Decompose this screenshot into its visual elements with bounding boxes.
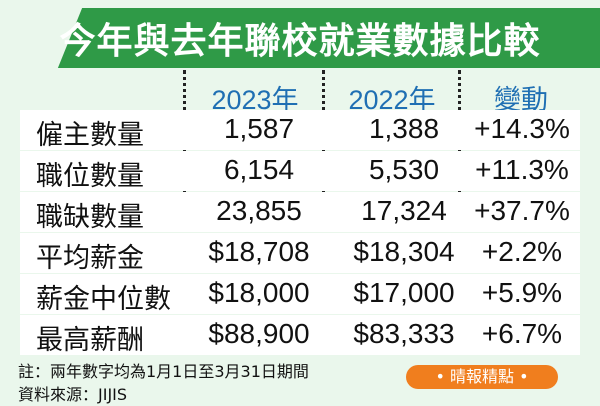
row-label: 最高薪酬 bbox=[36, 325, 144, 356]
table-row: 職位數量 6,154 5,530 +11.3% bbox=[20, 151, 580, 192]
brand-badge: • 晴報精點 • bbox=[406, 365, 558, 389]
value-change: +2.2% bbox=[481, 236, 563, 267]
row-label: 職缺數量 bbox=[36, 202, 144, 233]
value-change: +11.3% bbox=[475, 154, 569, 185]
table-row: 薪金中位數 $18,000 $17,000 +5.9% bbox=[20, 274, 580, 315]
value-2022: 1,388 bbox=[368, 113, 440, 144]
value-2022: 5,530 bbox=[368, 154, 440, 185]
value-2023: $18,708 bbox=[208, 236, 310, 267]
row-label: 薪金中位數 bbox=[36, 284, 171, 315]
table-row: 平均薪金 $18,708 $18,304 +2.2% bbox=[20, 233, 580, 274]
value-change: +5.9% bbox=[481, 277, 563, 308]
row-label: 僱主數量 bbox=[36, 120, 144, 151]
value-2023: 6,154 bbox=[223, 154, 295, 185]
table-row: 最高薪酬 $88,900 $83,333 +6.7% bbox=[20, 315, 580, 356]
value-change: +14.3% bbox=[474, 113, 570, 144]
footnote: 註：兩年數字均為1月1日至3月31日期間 bbox=[18, 362, 309, 381]
value-2023: 23,855 bbox=[216, 195, 302, 226]
value-2023: $88,900 bbox=[208, 318, 310, 349]
value-2023: 1,587 bbox=[223, 113, 295, 144]
table-row: 職缺數量 23,855 17,324 +37.7% bbox=[20, 192, 580, 233]
table-row: 僱主數量 1,587 1,388 +14.3% bbox=[20, 110, 580, 151]
page-title: 今年與去年聯校就業數據比較 bbox=[59, 21, 541, 62]
row-label: 平均薪金 bbox=[36, 243, 144, 274]
value-change: +37.7% bbox=[474, 195, 570, 226]
value-2022: $83,333 bbox=[353, 318, 455, 349]
value-change: +6.7% bbox=[481, 318, 563, 349]
value-2022: 17,324 bbox=[361, 195, 447, 226]
source-note: 資料來源：JIJIS bbox=[18, 385, 128, 404]
value-2022: $17,000 bbox=[353, 277, 455, 308]
value-2023: $18,000 bbox=[208, 277, 310, 308]
value-2022: $18,304 bbox=[353, 236, 455, 267]
row-label: 職位數量 bbox=[36, 161, 144, 192]
